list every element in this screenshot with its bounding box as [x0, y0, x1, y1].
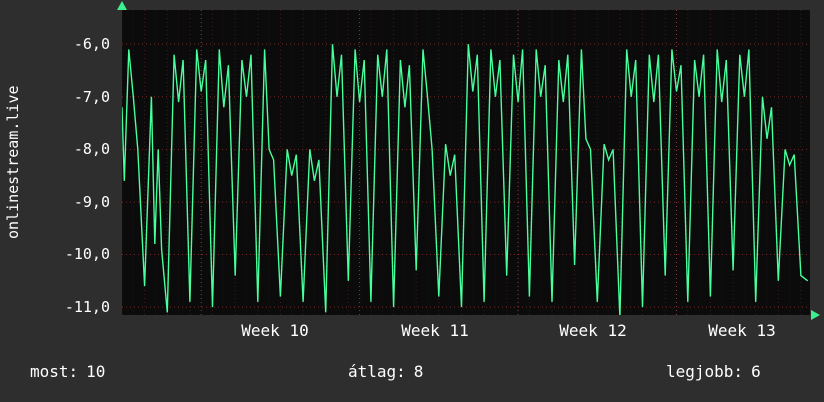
stat-current: most: 10: [30, 362, 105, 381]
vertical-axis-title: onlinestream.live: [4, 85, 22, 240]
y-tick-label: -8,0: [73, 140, 110, 158]
axis-arrow-up-icon: [117, 1, 127, 10]
x-tick-label: Week 11: [401, 321, 469, 340]
line-chart-svg: [122, 10, 810, 315]
x-tick-label: Week 10: [241, 321, 309, 340]
data-series-line: [122, 44, 809, 315]
y-tick-label: -10,0: [64, 245, 110, 263]
stat-current-label: most:: [30, 362, 79, 381]
stat-average-value: 8: [413, 362, 424, 381]
y-tick-label: -6,0: [73, 35, 110, 53]
stat-average-label: átlag:: [348, 362, 406, 381]
y-tick-label: -7,0: [73, 88, 110, 106]
axis-arrow-right-icon: [811, 310, 820, 320]
y-tick-label: -11,0: [64, 298, 110, 316]
chart-plot-area: [122, 10, 810, 315]
stat-best: legjobb: 6: [666, 362, 761, 381]
x-tick-label: Week 12: [559, 321, 627, 340]
x-tick-label: Week 13: [708, 321, 776, 340]
stat-average: átlag: 8: [348, 362, 423, 381]
y-tick-label: -9,0: [73, 193, 110, 211]
stat-current-value: 10: [86, 362, 106, 381]
summary-stats: most: 10 átlag: 8 legjobb: 6: [0, 362, 824, 388]
stat-best-value: 6: [751, 362, 761, 381]
stat-best-label: legjobb:: [666, 362, 744, 381]
